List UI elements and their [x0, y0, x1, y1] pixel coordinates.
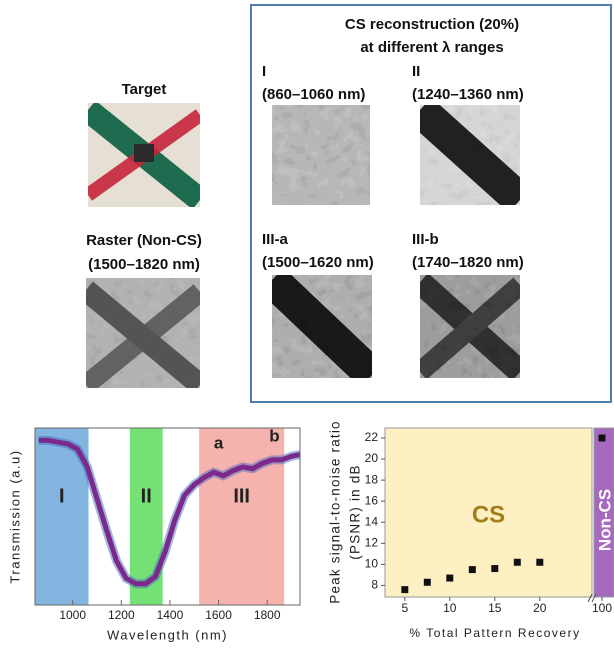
band-label: II — [141, 485, 152, 507]
psnr-chart: CS 5 10 15 20 Non-CS 100 8 10 12 14 16 18 20 22 Peak si… — [328, 420, 614, 640]
target-image — [88, 103, 200, 207]
cs-item-label: II — [412, 63, 420, 80]
annotation: a — [214, 434, 224, 453]
cs-item-range: (860–1060 nm) — [262, 86, 365, 103]
point — [401, 586, 408, 593]
cs-image-2 — [420, 105, 520, 205]
x-tick-label: 1000 — [59, 608, 86, 622]
point — [446, 575, 453, 582]
target-title: Target — [122, 81, 167, 98]
y-tick-label: 22 — [365, 430, 379, 444]
y-tick-label: 14 — [365, 514, 379, 528]
point — [536, 559, 543, 566]
point — [491, 565, 498, 572]
raster-title: Raster (Non-CS) — [86, 232, 202, 249]
point — [514, 559, 521, 566]
y-tick-label: 12 — [365, 535, 379, 549]
y-axis-label: (PSNR) in dB — [348, 464, 363, 559]
region-label: Non-CS — [595, 489, 614, 551]
cs-item-range: (1500–1620 nm) — [262, 254, 374, 271]
cs-image-1 — [272, 105, 370, 205]
x-axis-label: % Total Pattern Recovery — [409, 626, 580, 640]
y-tick-label: 16 — [365, 493, 379, 507]
cs-item-label: I — [262, 63, 266, 80]
cs-item-label: III-a — [262, 231, 288, 248]
point — [424, 579, 431, 586]
x-axis-label: Wavelength (nm) — [107, 627, 228, 642]
point — [599, 435, 606, 442]
cs-item-label: III-b — [412, 231, 439, 248]
y-tick-label: 20 — [365, 451, 379, 465]
y-tick-label: 8 — [371, 578, 378, 592]
raster-range: (1500–1820 nm) — [88, 256, 200, 273]
y-axis-label: Peak signal-to-noise ratio — [328, 420, 343, 604]
figure: Target Raster (Non-CS) (1500–1820 nm) CS… — [0, 0, 614, 648]
x-tick-label: 1200 — [108, 608, 135, 622]
annotation: b — [269, 426, 279, 445]
x-tick-label: 15 — [488, 601, 502, 615]
cs-item-range: (1740–1820 nm) — [412, 254, 524, 271]
y-axis-label: Transmission (a.u) — [7, 449, 22, 583]
y-tick-label: 18 — [365, 472, 379, 486]
x-tick-label: 5 — [401, 601, 408, 615]
x-tick-label: 1800 — [254, 608, 281, 622]
cs-item-range: (1240–1360 nm) — [412, 86, 524, 103]
y-tick-label: 10 — [365, 557, 379, 571]
cs-title: CS reconstruction (20%) — [345, 16, 519, 33]
cs-subtitle: at different λ ranges — [360, 39, 503, 56]
band-label: III — [233, 485, 250, 507]
x-tick-label: 1400 — [157, 608, 184, 622]
region-label: CS — [472, 501, 505, 528]
point — [469, 566, 476, 573]
x-tick-label: 20 — [533, 601, 547, 615]
x-tick-label: 10 — [443, 601, 457, 615]
cs-image-3 — [272, 275, 372, 378]
band — [199, 428, 284, 605]
x-tick-label: 1600 — [205, 608, 232, 622]
band-label: I — [59, 485, 65, 507]
raster-image — [86, 278, 200, 388]
cs-image-4 — [420, 275, 520, 378]
x-tick-label: 100 — [592, 601, 612, 615]
